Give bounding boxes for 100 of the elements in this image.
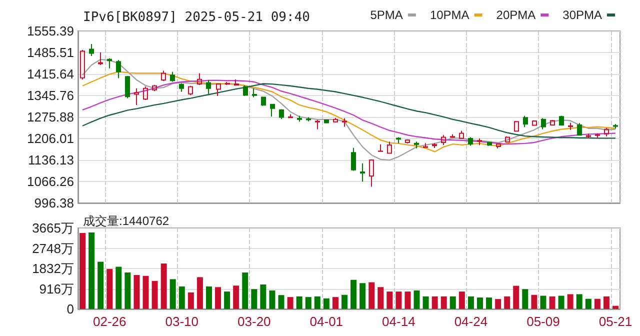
bar <box>576 294 582 309</box>
bar <box>360 283 366 309</box>
bar <box>422 296 429 309</box>
bar <box>341 294 348 309</box>
bar <box>404 292 411 309</box>
x-tick-label: 03-20 <box>238 314 271 329</box>
bar <box>152 280 158 309</box>
bar <box>314 296 320 309</box>
candlestick <box>107 58 112 69</box>
x-tick-label: 05-21 <box>598 314 632 329</box>
candlestick <box>270 104 275 118</box>
x-tick-label: 03-10 <box>165 314 199 329</box>
y-tick-label: 1832万 <box>32 261 74 276</box>
candlestick <box>613 124 618 130</box>
bar <box>188 292 194 309</box>
candlestick <box>496 143 501 149</box>
bar <box>594 298 600 309</box>
candlestick <box>532 120 537 126</box>
candlestick <box>161 70 166 82</box>
candlestick <box>143 86 148 101</box>
bar <box>215 287 222 309</box>
y-tick-label: 1206.01 <box>27 131 74 146</box>
x-tick-label: 04-01 <box>310 314 344 329</box>
candlestick <box>559 115 564 126</box>
y-tick-label: 1136.13 <box>28 152 74 168</box>
bar <box>549 296 556 309</box>
bar <box>134 274 140 309</box>
bar <box>196 277 203 309</box>
x-tick-label: 04-24 <box>454 314 488 329</box>
candlestick <box>450 134 455 138</box>
y-tick-label: 996.38 <box>34 196 74 210</box>
bar <box>296 296 302 309</box>
bar <box>323 298 330 309</box>
bar <box>522 289 528 309</box>
candlestick <box>188 85 193 96</box>
y-tick-label: 3665万 <box>32 220 74 236</box>
bar <box>486 298 492 309</box>
y-tick-label: 1275.88 <box>27 110 74 124</box>
candlestick <box>288 114 293 118</box>
bar <box>386 292 393 309</box>
candlestick <box>234 78 239 86</box>
line-series <box>82 71 616 152</box>
bar <box>206 286 212 309</box>
candlestick <box>523 115 528 128</box>
bar <box>269 290 276 309</box>
bar <box>495 299 502 309</box>
candlestick <box>279 108 284 120</box>
candlestick <box>541 118 546 130</box>
legend-label: 30PMA <box>562 8 602 22</box>
legend-label: 5PMA <box>370 8 403 22</box>
bar <box>368 282 375 309</box>
bar <box>603 296 610 309</box>
legend-label: 10PMA <box>430 8 470 22</box>
y-tick-label: 1485.51 <box>27 45 74 60</box>
bar <box>305 297 312 309</box>
candlestick <box>604 128 609 137</box>
candlestick <box>550 120 555 126</box>
y-tick-label: 1066.26 <box>27 174 74 189</box>
y-tick-label: 1415.64 <box>27 66 74 82</box>
candlestick <box>98 52 103 66</box>
bar <box>106 268 113 309</box>
candlestick <box>225 81 230 86</box>
bar <box>468 296 474 309</box>
y-tick-label: 1555.39 <box>27 24 74 38</box>
bar <box>178 286 185 309</box>
bar <box>170 279 176 309</box>
candlestick <box>197 72 202 86</box>
candlestick <box>342 118 347 128</box>
bar <box>585 298 592 309</box>
candlestick <box>514 120 519 132</box>
bar <box>476 298 483 309</box>
candlestick <box>441 134 446 146</box>
bar <box>612 306 618 309</box>
bar <box>98 262 104 309</box>
bar <box>142 276 149 309</box>
candlestick <box>378 144 383 152</box>
candlestick <box>387 141 392 154</box>
y-tick-label: 1345.76 <box>27 88 74 103</box>
chart-title: 成交量:1440762 <box>83 214 170 228</box>
candlestick <box>324 118 329 124</box>
candlestick <box>134 88 139 106</box>
bar <box>233 286 240 309</box>
candlestick <box>477 138 482 146</box>
candlestick <box>206 80 211 94</box>
x-tick-label: 05-09 <box>526 314 560 329</box>
bar <box>567 294 574 309</box>
chart-title: IPv6[BK0897] 2025-05-21 09:40 <box>83 10 310 25</box>
x-tick-label: 02-26 <box>92 314 126 329</box>
candlestick <box>586 133 591 139</box>
candlestick <box>216 82 221 97</box>
candlestick <box>116 60 121 79</box>
bar <box>251 289 258 309</box>
candlestick <box>252 88 257 98</box>
candlestick <box>306 116 311 122</box>
candlestick <box>468 136 473 146</box>
bar <box>242 272 248 309</box>
bar <box>458 292 465 309</box>
candlestick <box>315 120 320 130</box>
bar <box>224 292 230 309</box>
candlestick <box>261 96 266 106</box>
